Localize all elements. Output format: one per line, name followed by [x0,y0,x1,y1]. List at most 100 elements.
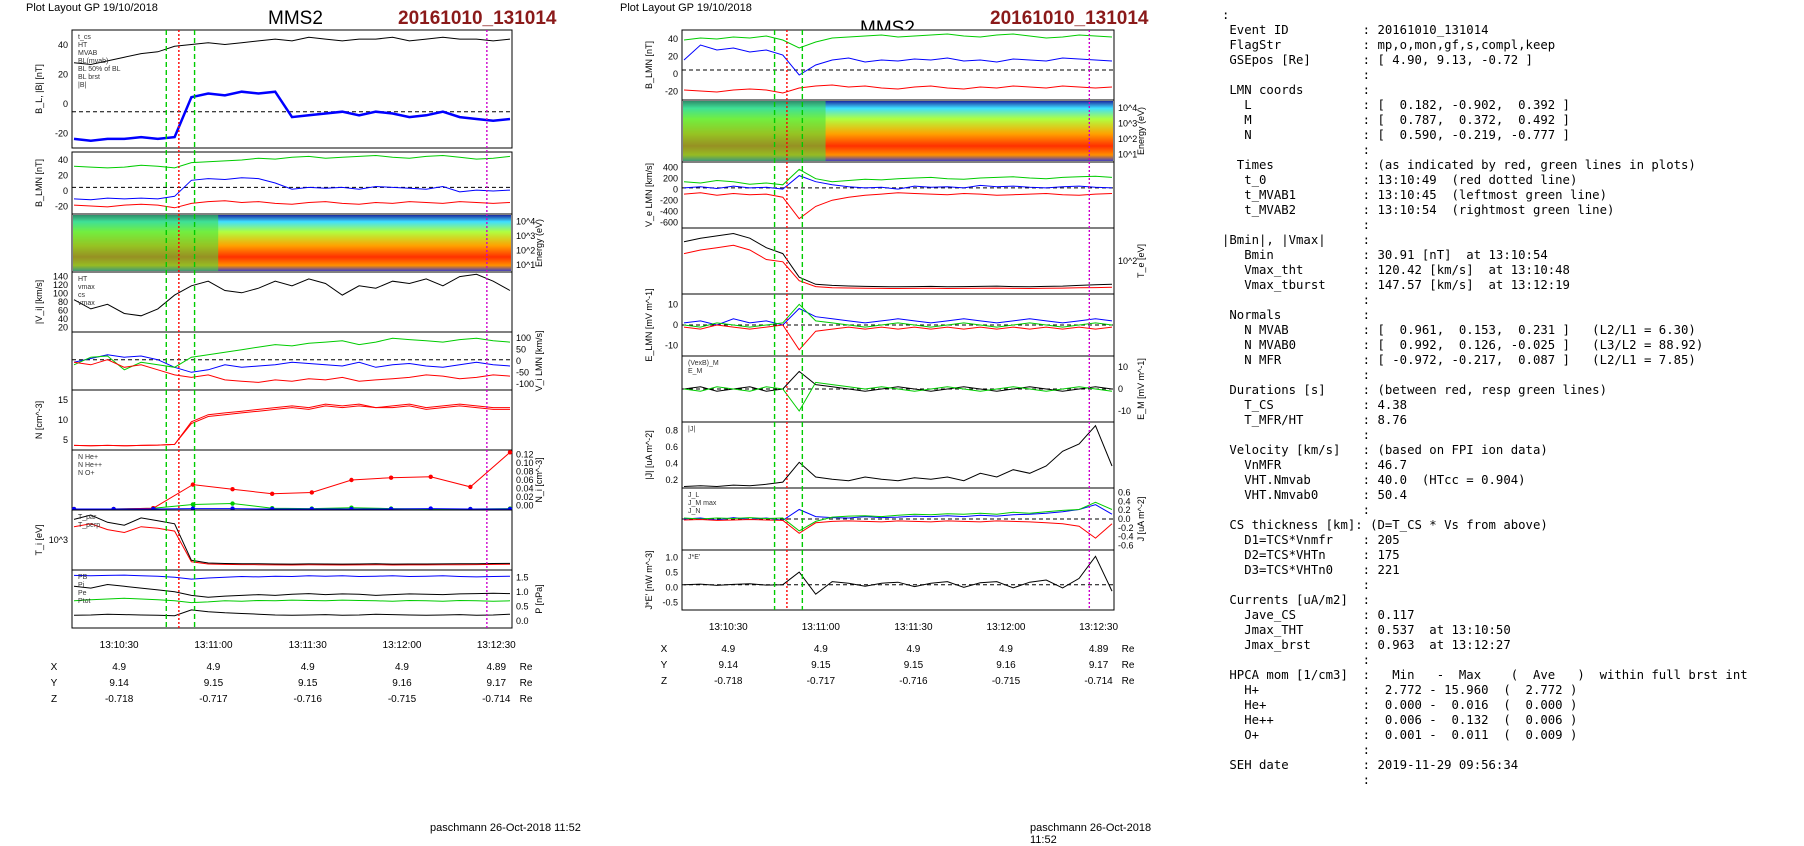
left-position-value: 9.17 [487,678,507,689]
spectrogram-low-region [683,101,826,161]
left-position-value: -0.715 [388,694,417,705]
right-time-tick: 13:11:30 [894,622,933,633]
summary-line: : [1222,218,1802,233]
summary-line: N MVAB0 : [ 0.992, 0.126, -0.025 ] (L3/L… [1222,338,1802,353]
legend-entry: T_perp [78,522,100,529]
footer-credit: paschmann 26-Oct-2018 11:52 [430,822,581,834]
right-position-value: -0.718 [714,676,743,687]
summary-line: T_MFR/HT : 8.76 [1222,413,1802,428]
y-tick-label: 0.2 [665,475,678,485]
data-point [389,475,393,479]
summary-line: : [1222,143,1802,158]
y-tick-label: 5 [63,435,68,445]
summary-line: D1=TCS*Vnmfr : 205 [1222,533,1802,548]
y-tick-label: 0 [63,99,68,109]
y-tick-label: 0 [673,185,678,195]
y-tick-label: 1.0 [516,587,529,597]
y-tick-label: 0 [63,186,68,196]
summary-line: N MFR : [ -0.972, -0.217, 0.087 ] (L2/L1… [1222,353,1802,368]
y-tick-label: 10^1 [516,260,535,270]
left-position-value: -0.718 [105,694,134,705]
y-tick-label: 10 [668,299,678,309]
y-tick-label: 0.4 [665,458,678,468]
y-tick-label: 10^3 [516,231,535,241]
summary-line: : [1222,68,1802,83]
y-axis-label: V_i LMN [km/s] [534,330,544,391]
summary-line: : [1222,8,1802,23]
data-point [468,485,472,489]
right-time-tick: 13:12:00 [987,622,1026,633]
right-position-value: -0.716 [899,676,928,687]
y-axis-label: T_i [eV] [34,524,44,555]
y-tick-label: 10^4 [1118,103,1137,113]
left-position-value: 4.9 [301,662,315,673]
y-tick-label: -0.2 [1118,523,1134,533]
right-position-value: 4.89 [1089,644,1109,655]
legend-entry: BL 50% of BL [78,66,121,73]
y-tick-label: -0.5 [662,598,678,608]
y-tick-label: 0.4 [1118,496,1131,506]
y-tick-label: 100 [516,333,531,343]
summary-line: Normals : [1222,308,1802,323]
panel-left-7: 0.000.020.040.060.080.100.12N_i [cm^-3]N… [72,449,544,511]
summary-line: Jmax_THT : 0.537 at 13:10:50 [1222,623,1802,638]
legend-entry: Ptot [78,598,91,605]
y-tick-label: 0.00 [516,501,534,511]
right-position-value: 9.15 [811,660,831,671]
right-position-value: 9.14 [719,660,739,671]
y-tick-label: 20 [58,170,68,180]
left-position-value: 4.89 [487,662,507,673]
summary-line: VnMFR : 46.7 [1222,458,1802,473]
summary-line: N : [ 0.590, -0.219, -0.777 ] [1222,128,1802,143]
y-tick-label: -200 [660,196,678,206]
panel-frame [682,228,1114,294]
summary-line: t_0 : 13:10:49 (red dotted line) [1222,173,1802,188]
y-tick-label: -0.6 [1118,541,1134,551]
summary-line: LMN coords : [1222,83,1802,98]
left-time-tick: 13:12:30 [477,640,516,651]
data-point [508,450,512,454]
y-tick-label: 0.04 [516,484,534,494]
y-tick-label: 0 [1118,384,1123,394]
legend-entry: BL(mvab) [78,58,108,65]
legend-entry: N He+ [78,454,98,461]
left-time-tick: 13:11:00 [194,640,233,651]
y-tick-label: 10^2 [1118,134,1137,144]
y-tick-label: 0 [673,320,678,330]
right-position-label: X [661,644,668,655]
y-tick-label: 0.6 [665,442,678,452]
summary-line: CS thickness [km]: (D=T_CS * Vs from abo… [1222,518,1802,533]
legend-entry: (VexB)_M [688,360,719,367]
legend-entry: J*E' [688,554,700,561]
right-position-value: 4.9 [721,644,735,655]
y-tick-label: 0 [673,69,678,79]
y-tick-label: 0.02 [516,492,534,502]
left-position-unit: Re [520,694,533,705]
left-position-value: 4.9 [206,662,220,673]
summary-line: FlagStr : mp,o,mon,gf,s,compl,keep [1222,38,1802,53]
legend-entry: MVAB [78,50,98,57]
summary-line: : [1222,578,1802,593]
left-position-value: -0.716 [294,694,323,705]
y-axis-label: |J| [uA m^-2] [644,430,654,479]
summary-line: Durations [s] : (between red, resp green… [1222,383,1802,398]
right-position-unit: Re [1122,644,1135,655]
summary-line: Vmax_tburst : 147.57 [km/s] at 13:12:19 [1222,278,1802,293]
summary-line: VHT.Nmvab0 : 50.4 [1222,488,1802,503]
legend-entry: E_M [688,368,703,375]
right-position-value: 9.16 [996,660,1016,671]
legend-entry: vmax [78,300,95,307]
y-axis-label: J [uA m^-2] [1136,497,1146,542]
y-axis-label: B_L, |B| [nT] [34,64,44,114]
summary-line: D3=TCS*VHTn0 : 221 [1222,563,1802,578]
y-tick-label: -10 [665,341,678,351]
panel-right-8: -0.6-0.4-0.20.00.20.40.6J [uA m^-2]J_LJ_… [682,487,1146,550]
y-tick-label: 20 [668,51,678,61]
y-tick-label: 0.2 [1118,505,1131,515]
left-position-unit: Re [520,678,533,689]
y-tick-label: -0.4 [1118,532,1134,542]
summary-line: Event ID : 20161010_131014 [1222,23,1802,38]
